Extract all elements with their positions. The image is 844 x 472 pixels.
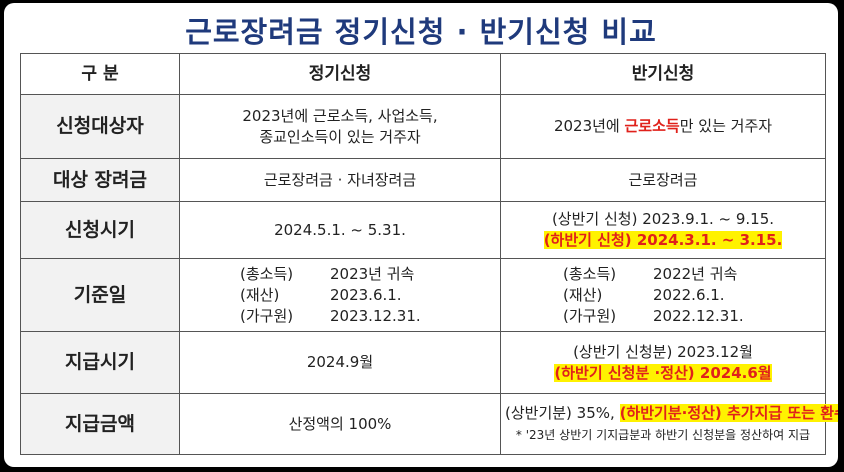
text-segment: 근로장려금 xyxy=(628,170,698,189)
text-segment: 2022.6.1. xyxy=(653,285,725,304)
text-segment: 만 있는 거주자 xyxy=(679,117,773,135)
text-line: (재산) 2022.6.1. xyxy=(505,285,821,306)
text-line: 종교인소득이 있는 거주자 xyxy=(184,127,496,148)
text-segment: 2022.12.31. xyxy=(653,306,744,325)
text-line: 2024.5.1. ~ 5.31. xyxy=(184,220,496,241)
cell: 근로장려금 · 자녀장려금 xyxy=(179,158,501,202)
text-segment: 2022년 귀속 xyxy=(653,264,738,283)
cell: 2023년에 근로소득만 있는 거주자 xyxy=(500,94,826,159)
table-row: 신청대상자 2023년에 근로소득, 사업소득, 종교인소득이 있는 거주자 2023… xyxy=(20,94,826,159)
text-segment: (상반기 신청분) 2023.12월 xyxy=(573,342,753,361)
screen: 근로장려금 정기신청 · 반기신청 비교 구 분 정기신청 반기신청 신청대상자 202… xyxy=(4,3,838,467)
cell: 근로장려금 xyxy=(500,158,826,202)
text-segment: (총소득) xyxy=(240,264,294,283)
row-label: 대상 장려금 xyxy=(20,158,180,202)
text-line: (가구원) 2023.12.31. xyxy=(184,306,496,327)
row-label: 기준일 xyxy=(20,258,180,332)
text-line: (총소득) 2022년 귀속 xyxy=(505,264,821,285)
text-segment: * '23년 상반기 기지급분과 하반기 신청분을 정산하여 지급 xyxy=(515,427,811,442)
text-line: 2024.9월 xyxy=(184,352,496,373)
row-label: 신청시기 xyxy=(20,201,180,259)
cell: (상반기분) 35%, (하반기분·정산) 추가지급 또는 환수* * '23년 … xyxy=(500,393,838,455)
text-line: (상반기 신청) 2023.9.1. ~ 9.15. xyxy=(505,209,821,230)
cell: (상반기 신청분) 2023.12월 (하반기 신청분 ·정산) 2024.6월 xyxy=(500,331,826,394)
cell: 2023년에 근로소득, 사업소득, 종교인소득이 있는 거주자 xyxy=(179,94,501,159)
header-cell: 구 분 xyxy=(20,53,180,95)
table-row: 대상 장려금 근로장려금 · 자녀장려금 근로장려금 xyxy=(20,158,826,202)
header-cell: 정기신청 xyxy=(179,53,501,95)
row-label: 지급금액 xyxy=(20,393,180,455)
text-segment: (하반기 신청분 ·정산) 2024.6월 xyxy=(554,363,772,382)
table-row: 기준일 (총소득) 2023년 귀속 (재산) 2023.6.1. (가구원) 2023.1… xyxy=(20,258,826,332)
table-row: 신청시기 2024.5.1. ~ 5.31. (상반기 신청) 2023.9.1. … xyxy=(20,201,826,259)
text-segment: (상반기분) 35%, xyxy=(505,403,620,422)
text-segment: 2023년에 근로소득, 사업소득, xyxy=(242,106,438,125)
text-line: 근로장려금 xyxy=(505,170,821,191)
text-segment: 근로소득 xyxy=(624,117,680,135)
text-line: (상반기분) 35%, (하반기분·정산) 추가지급 또는 환수* xyxy=(505,403,838,424)
cell: 2024.9월 xyxy=(179,331,501,394)
cell: (총소득) 2023년 귀속 (재산) 2023.6.1. (가구원) 2023.12.3… xyxy=(179,258,501,332)
header-cell: 반기신청 xyxy=(500,53,826,95)
text-line: (재산) 2023.6.1. xyxy=(184,285,496,306)
text-line: 2023년에 근로소득만 있는 거주자 xyxy=(505,116,821,137)
row-label: 지급시기 xyxy=(20,331,180,394)
text-segment: 2023년 귀속 xyxy=(330,264,415,283)
text-segment: (하반기 신청) 2024.3.1. ~ 3.15. xyxy=(543,231,783,249)
table-row: 지급시기 2024.9월 (상반기 신청분) 2023.12월 (하반기 신청분 ·정… xyxy=(20,331,826,394)
text-segment: (가구원) xyxy=(563,306,617,325)
row-label: 신청대상자 xyxy=(20,94,180,159)
text-segment: (가구원) xyxy=(240,306,294,325)
text-line: (하반기 신청) 2024.3.1. ~ 3.15. xyxy=(505,230,821,251)
cell: 2024.5.1. ~ 5.31. xyxy=(179,201,501,259)
text-line: (총소득) 2023년 귀속 xyxy=(184,264,496,285)
text-segment: 2024.9월 xyxy=(306,353,374,371)
text-line: (상반기 신청분) 2023.12월 xyxy=(505,342,821,363)
text-segment: (재산) xyxy=(240,285,280,304)
cell: 산정액의 100% xyxy=(179,393,501,455)
text-line: 2023년에 근로소득, 사업소득, xyxy=(184,106,496,127)
text-segment: 종교인소득이 있는 거주자 xyxy=(259,127,421,146)
text-segment: 2024.5.1. ~ 5.31. xyxy=(274,220,406,239)
text-segment: 근로장려금 · 자녀장려금 xyxy=(263,170,417,189)
text-line: 근로장려금 · 자녀장려금 xyxy=(184,170,496,191)
text-line: (하반기 신청분 ·정산) 2024.6월 xyxy=(505,363,821,384)
text-segment: 2023년에 xyxy=(553,117,625,135)
text-segment: 2023.12.31. xyxy=(330,306,421,325)
text-segment: (총소득) xyxy=(563,264,617,283)
table-row: 지급금액 산정액의 100% (상반기분) 35%, (하반기분·정산) 추가지급 … xyxy=(20,393,838,455)
cell: (상반기 신청) 2023.9.1. ~ 9.15. (하반기 신청) 2024.… xyxy=(500,201,826,259)
text-segment: (하반기분·정산) 추가지급 또는 환수* xyxy=(619,403,838,422)
text-line: 산정액의 100% xyxy=(184,414,496,435)
text-line: (가구원) 2022.12.31. xyxy=(505,306,821,327)
text-segment: 산정액의 100% xyxy=(288,414,392,433)
text-segment: (상반기 신청) 2023.9.1. ~ 9.15. xyxy=(551,210,775,228)
text-segment: (재산) xyxy=(563,285,603,304)
text-segment: 2023.6.1. xyxy=(330,285,402,304)
title: 근로장려금 정기신청 · 반기신청 비교 xyxy=(185,15,657,49)
text-line: * '23년 상반기 기지급분과 하반기 신청분을 정산하여 지급 xyxy=(505,424,821,446)
cell: (총소득) 2022년 귀속 (재산) 2022.6.1. (가구원) 2022.12.3… xyxy=(500,258,826,332)
